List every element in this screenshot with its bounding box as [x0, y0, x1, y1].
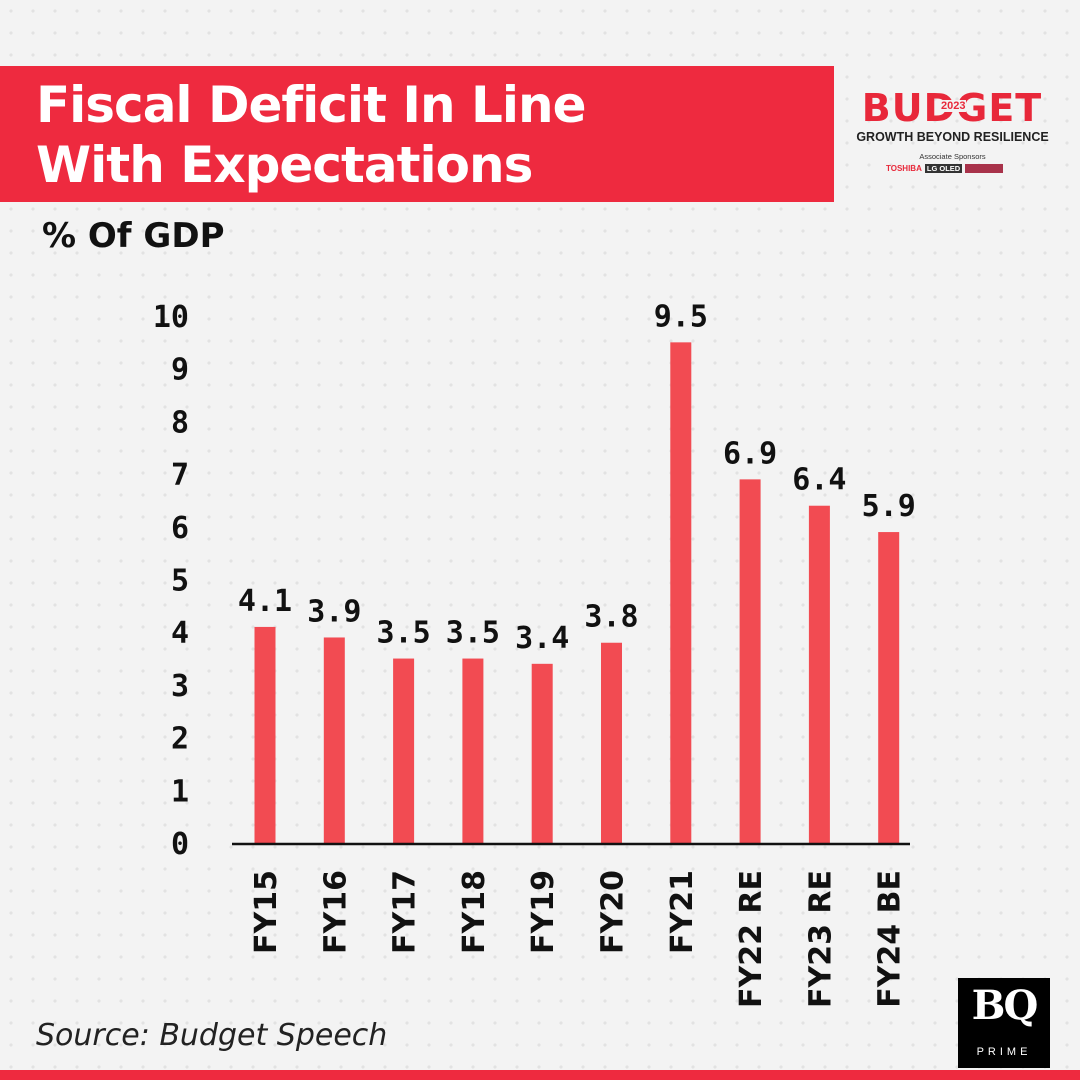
bar	[878, 532, 900, 843]
y-tick-label: 10	[153, 300, 189, 335]
data-label: 5.9	[862, 489, 916, 524]
bq-logo-mark: BQ	[971, 982, 1039, 1029]
source-note: Source: Budget Speech	[36, 1018, 388, 1053]
bar	[670, 342, 692, 843]
sponsor-lg-oled: LG OLED	[924, 164, 963, 173]
data-label: 3.4	[515, 621, 569, 656]
x-tick-label: FY21	[665, 870, 700, 954]
bar	[739, 479, 761, 843]
y-tick-label: 9	[171, 353, 189, 388]
badge-tagline: GROWTH BEYOND RESILIENCE	[856, 130, 1049, 144]
badge-year: 2023	[940, 100, 967, 112]
y-tick-label: 2	[171, 722, 189, 757]
x-tick-label: FY15	[249, 870, 284, 954]
data-label: 6.9	[723, 436, 777, 471]
chart-subtitle: % Of GDP	[42, 216, 225, 256]
title-banner: Fiscal Deficit In Line With Expectations	[0, 66, 834, 202]
bars	[254, 342, 900, 843]
sponsor-logos: TOSHIBA LG OLED	[886, 164, 1004, 173]
y-tick-label: 3	[171, 669, 189, 704]
y-axis-labels: 0 1 2 3 4 5 6 7 8 9 10	[153, 300, 189, 862]
data-label: 3.5	[377, 616, 431, 651]
bar	[254, 626, 276, 843]
y-tick-label: 6	[171, 511, 189, 546]
badge-associate-label: Associate Sponsors	[919, 152, 986, 161]
y-tick-label: 4	[171, 616, 189, 651]
x-tick-label: FY17	[388, 870, 423, 954]
budget-2023-badge: BUDGET 2023 GROWTH BEYOND RESILIENCE Ass…	[840, 86, 1065, 186]
bar	[531, 663, 553, 843]
value-labels: 4.1 3.9 3.5 3.5 3.4 3.8 9.5 6.9 6.4 5.9	[238, 299, 916, 655]
y-tick-label: 5	[171, 564, 189, 599]
data-label: 4.1	[238, 584, 292, 619]
data-label: 6.4	[792, 463, 846, 498]
data-label: 9.5	[654, 299, 708, 334]
x-tick-label: FY20	[596, 870, 631, 954]
bq-prime-logo: BQ PRIME	[958, 978, 1050, 1068]
data-label: 3.5	[446, 616, 500, 651]
x-tick-label: FY18	[457, 870, 492, 954]
bottom-accent-bar	[0, 1070, 1080, 1080]
x-tick-label: FY19	[526, 870, 561, 954]
data-label: 3.8	[584, 600, 638, 635]
x-tick-label: FY16	[318, 870, 353, 954]
x-axis-labels: FY15 FY16 FY17 FY18 FY19 FY20 FY21 FY22 RE FY23 …	[249, 870, 908, 1008]
sponsor-logo-icon	[965, 164, 1004, 173]
bar	[323, 637, 345, 843]
chart-title-line-1: Fiscal Deficit In Line	[36, 76, 586, 134]
bar	[808, 505, 830, 843]
bq-logo-sub: PRIME	[976, 1046, 1032, 1058]
x-tick-label: FY23 RE	[803, 870, 838, 1008]
y-tick-label: 7	[171, 458, 189, 493]
bar	[462, 658, 484, 843]
bar	[601, 642, 622, 843]
y-tick-label: 1	[171, 774, 189, 809]
bar	[393, 658, 415, 843]
x-tick-label: FY24 BE	[873, 870, 908, 1008]
sponsor-toshiba: TOSHIBA	[886, 164, 922, 173]
x-tick-label: FY22 RE	[734, 870, 769, 1008]
y-tick-label: 0	[171, 827, 189, 862]
data-label: 3.9	[307, 594, 361, 629]
y-tick-label: 8	[171, 405, 189, 440]
chart-title-line-2: With Expectations	[36, 136, 533, 194]
